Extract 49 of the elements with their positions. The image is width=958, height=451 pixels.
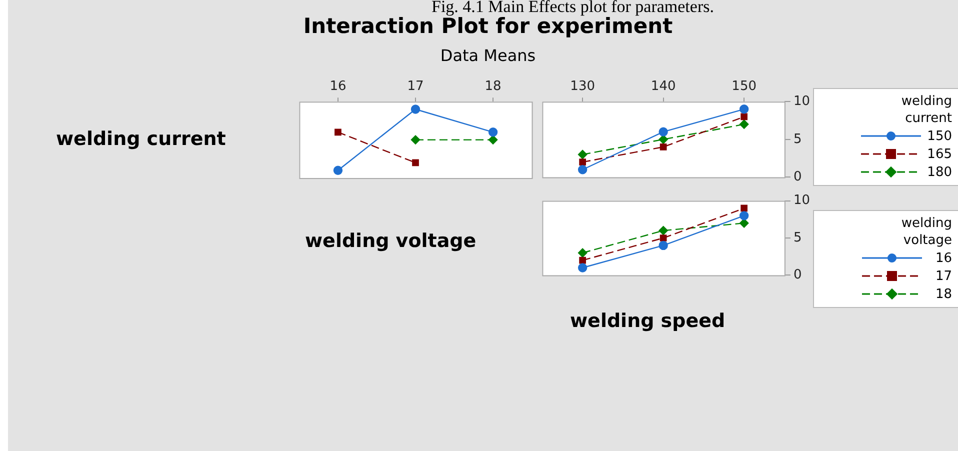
- point: [658, 226, 668, 236]
- point: [658, 240, 668, 250]
- point: [578, 165, 588, 174]
- point: [578, 263, 588, 272]
- legend-title: welding voltage: [900, 215, 952, 249]
- legend-title: welding current: [900, 93, 952, 127]
- point: [578, 248, 588, 258]
- legend-label: 165: [927, 146, 952, 162]
- y-tick-label: 5: [793, 132, 802, 147]
- point: [740, 204, 748, 212]
- legend-label: 16: [934, 250, 952, 266]
- x-tick-label: 130: [570, 79, 595, 94]
- point: [739, 104, 749, 114]
- point: [412, 159, 419, 166]
- x-tick-label: 16: [330, 79, 346, 94]
- x-axis-title: welding voltage: [305, 230, 476, 252]
- point: [658, 127, 668, 136]
- y-tick-label: 10: [793, 193, 810, 208]
- legend-label: 180: [927, 164, 952, 180]
- legend-label: 150: [927, 128, 952, 144]
- point: [410, 104, 420, 114]
- point: [578, 150, 588, 160]
- legend-label: 18: [934, 286, 952, 302]
- x-tick-label: 18: [484, 79, 502, 94]
- point: [579, 158, 586, 166]
- point: [488, 128, 498, 137]
- point: [739, 218, 749, 228]
- legend-label: 17: [934, 268, 952, 284]
- point: [739, 211, 749, 220]
- x-tick-label: 150: [732, 79, 756, 94]
- caption: Fig. 4.1 Main Effects plot for parameters.: [432, 0, 714, 17]
- point: [579, 256, 586, 264]
- x-tick-label: 140: [650, 79, 676, 94]
- y-axis-title: welding current: [56, 128, 226, 150]
- chart-subtitle: Data Means: [440, 46, 536, 65]
- point: [660, 144, 667, 150]
- point: [333, 166, 343, 175]
- point: [660, 234, 667, 242]
- point: [739, 120, 749, 129]
- point: [334, 128, 342, 136]
- point: [488, 135, 498, 144]
- y-tick-label: 5: [793, 230, 802, 246]
- x-tick-label: 17: [407, 79, 424, 94]
- y-tick-label: 10: [793, 94, 810, 109]
- point: [740, 113, 748, 120]
- x-axis-title: welding speed: [570, 310, 726, 332]
- y-tick-label: 0: [793, 170, 802, 185]
- y-tick-label: 0: [793, 268, 802, 283]
- point: [410, 135, 420, 144]
